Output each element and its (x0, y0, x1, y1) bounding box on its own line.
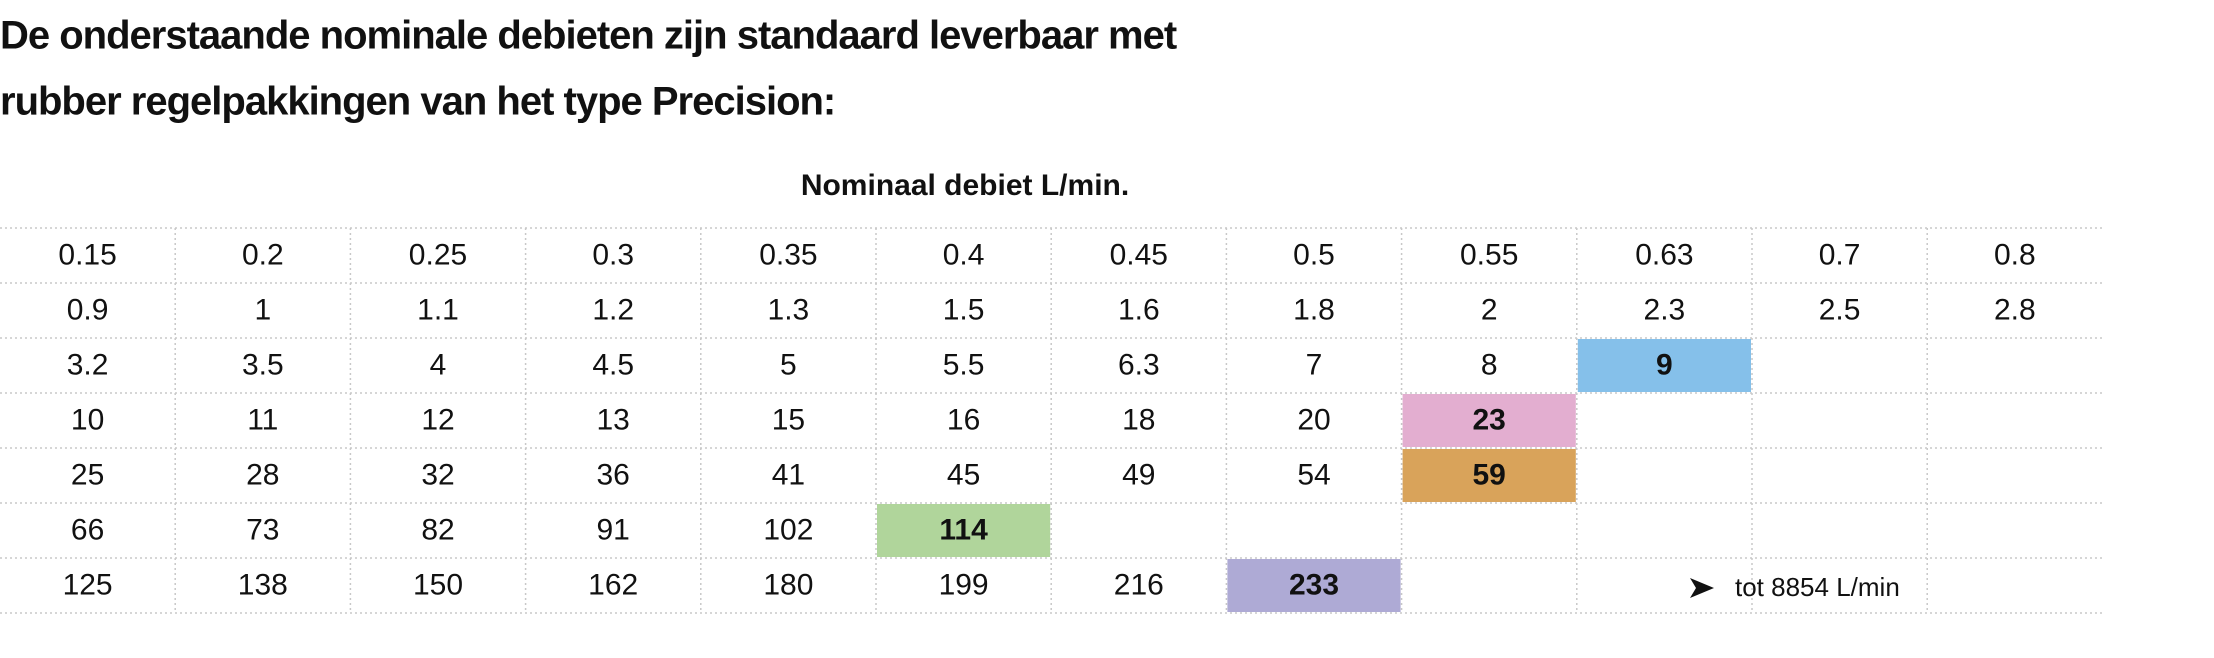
table-cell: 150 (413, 568, 463, 601)
table-cell: 15 (772, 403, 805, 436)
title-line: rubber regelpakkingen van het type Preci… (0, 80, 835, 124)
title-line: De onderstaande nominale debieten zijn s… (0, 14, 1177, 58)
table-cell: 16 (947, 403, 980, 436)
table-cell: 233 (1289, 568, 1339, 601)
table-cell: 1 (254, 293, 271, 326)
table-caption: Nominaal debiet L/min. (801, 169, 1129, 202)
table-cell: 1.5 (943, 293, 985, 326)
table: 0.15 0.2 0.25 0.3 0.35 0.4 0.45 0.5 0.55 0.63 0.7 0… (0, 227, 2103, 614)
table-cell: 54 (1297, 458, 1330, 491)
table-cell: 1.6 (1118, 293, 1160, 326)
table-cell: 7 (1306, 348, 1323, 381)
table-cell: 0.63 (1635, 238, 1693, 271)
table-cell: 9 (1656, 348, 1673, 381)
table-cell: 13 (597, 403, 630, 436)
table-cell: 91 (597, 513, 630, 546)
table-cell: 2.8 (1994, 293, 2036, 326)
table-cell: 1.1 (417, 293, 459, 326)
table-cell: 28 (246, 458, 279, 491)
table-cell: 2.3 (1644, 293, 1686, 326)
table-cell: 73 (246, 513, 279, 546)
table-cell: 4 (430, 348, 447, 381)
table-cell: 0.25 (409, 238, 467, 271)
table-cell: 45 (947, 458, 980, 491)
table-cell: 138 (238, 568, 288, 601)
cell-highlight (1402, 449, 1576, 502)
cell-highlight (1227, 559, 1401, 612)
table-cell: 180 (763, 568, 813, 601)
table-cell: 216 (1114, 568, 1164, 601)
table-cell: 10 (71, 403, 104, 436)
cell-highlight (877, 504, 1051, 557)
table-cell: 3.2 (67, 348, 109, 381)
table-cell: 49 (1122, 458, 1155, 491)
table-cell: 0.8 (1994, 238, 2036, 271)
table-cell: 41 (772, 458, 805, 491)
table-cell: 0.4 (943, 238, 985, 271)
table-cell: 0.55 (1460, 238, 1518, 271)
table-cell: 6.3 (1118, 348, 1160, 381)
table-cell: 18 (1122, 403, 1155, 436)
table-cell: 0.35 (759, 238, 817, 271)
table-cell: 82 (421, 513, 454, 546)
table-cell: 102 (763, 513, 813, 546)
table-cell: 5 (780, 348, 797, 381)
table-cell: 20 (1297, 403, 1330, 436)
table-note: tot 8854 L/min (1735, 572, 1900, 602)
table-cell: 36 (597, 458, 630, 491)
table-cell: 0.15 (58, 238, 116, 271)
table-cell: 0.45 (1110, 238, 1168, 271)
table-cell: 2 (1481, 293, 1498, 326)
table-cell: 0.9 (67, 293, 109, 326)
table-cell: 0.5 (1293, 238, 1335, 271)
cell-highlight (1402, 394, 1576, 447)
arrow-icon (1690, 578, 1714, 598)
table-cell: 23 (1473, 403, 1506, 436)
cell-highlight (1577, 339, 1751, 392)
table-cell: 59 (1473, 458, 1506, 491)
table-cell: 25 (71, 458, 104, 491)
table-cell: 5.5 (943, 348, 985, 381)
table-cell: 0.7 (1819, 238, 1861, 271)
table-cell: 66 (71, 513, 104, 546)
table-cell: 3.5 (242, 348, 284, 381)
table-cell: 0.2 (242, 238, 284, 271)
table-cell: 4.5 (592, 348, 634, 381)
table-cell: 11 (247, 403, 278, 436)
table-cell: 0.3 (592, 238, 634, 271)
table-cell: 1.3 (768, 293, 810, 326)
table-cell: 32 (421, 458, 454, 491)
table-cell: 12 (421, 403, 454, 436)
table-cell: 114 (939, 513, 988, 546)
table-cell: 162 (588, 568, 638, 601)
table-cell: 199 (939, 568, 989, 601)
table-cell: 1.8 (1293, 293, 1335, 326)
table-cell: 2.5 (1819, 293, 1861, 326)
table-cell: 8 (1481, 348, 1498, 381)
table-cell: 1.2 (592, 293, 634, 326)
table-cell: 125 (63, 568, 113, 601)
